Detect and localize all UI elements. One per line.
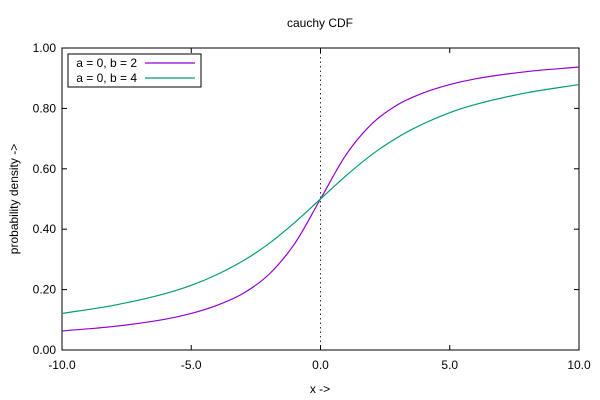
- y-tick-label-3: 0.60: [33, 162, 57, 176]
- x-axis-label: x ->: [310, 382, 330, 396]
- axis-tick-labels: 0.00 0.20 0.40 0.60 0.80 1.00 -10.0 -5.0 0.0 5.0 1…: [33, 41, 591, 372]
- y-tick-label-0: 0.00: [33, 343, 57, 357]
- series-curves: [61, 66, 580, 332]
- y-tick-label-4: 0.80: [33, 101, 57, 115]
- x-tick-label-0: -10.0: [48, 358, 76, 372]
- y-tick-label-1: 0.20: [33, 283, 57, 297]
- x-tick-label-4: 10.0: [567, 358, 591, 372]
- y-tick-label-5: 1.00: [33, 41, 57, 55]
- chart-title: cauchy CDF: [287, 16, 353, 30]
- legend-label-series-2: a = 0, b = 4: [76, 71, 137, 85]
- legend-box: [67, 53, 202, 88]
- x-tick-label-2: 0.0: [312, 358, 329, 372]
- y-axis-label: probability density ->: [7, 144, 21, 254]
- legend: a = 0, b = 2 a = 0, b = 4: [67, 53, 202, 88]
- y-tick-label-2: 0.40: [33, 222, 57, 236]
- legend-label-series-1: a = 0, b = 2: [76, 56, 137, 70]
- x-tick-label-1: -5.0: [181, 358, 202, 372]
- axis-ticks: [61, 47, 580, 351]
- series-line-2: [61, 83, 580, 315]
- x-tick-label-3: 5.0: [441, 358, 458, 372]
